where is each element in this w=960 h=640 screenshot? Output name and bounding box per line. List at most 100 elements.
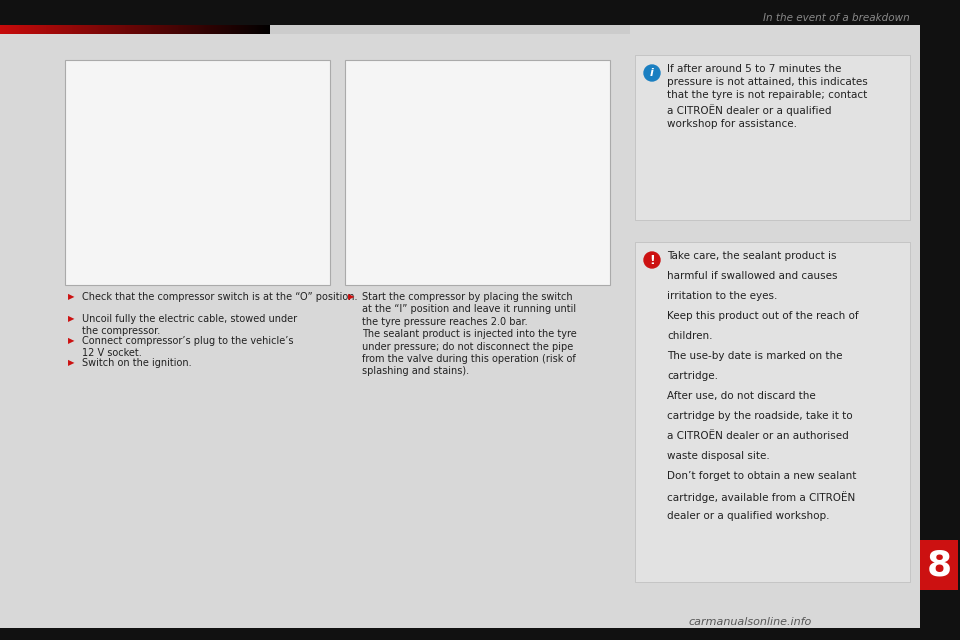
Bar xyxy=(247,25,248,34)
Bar xyxy=(29,25,30,34)
Bar xyxy=(90,25,91,34)
Circle shape xyxy=(644,252,660,268)
Bar xyxy=(261,25,262,34)
Bar xyxy=(33,25,34,34)
Bar xyxy=(51,25,52,34)
Bar xyxy=(96,25,97,34)
Bar xyxy=(136,25,137,34)
Bar xyxy=(46,25,47,34)
Bar xyxy=(154,25,155,34)
Text: cartridge, available from a CITROËN: cartridge, available from a CITROËN xyxy=(667,491,855,503)
Text: The use-by date is marked on the: The use-by date is marked on the xyxy=(667,351,843,361)
Bar xyxy=(252,25,253,34)
Bar xyxy=(207,25,208,34)
Bar xyxy=(151,25,152,34)
Bar xyxy=(111,25,112,34)
Text: ▶: ▶ xyxy=(68,314,75,323)
Bar xyxy=(210,25,211,34)
Bar xyxy=(100,25,101,34)
Bar xyxy=(198,25,199,34)
Bar xyxy=(112,25,113,34)
Bar xyxy=(6,25,7,34)
Bar xyxy=(153,25,154,34)
Bar xyxy=(44,25,45,34)
Bar xyxy=(214,25,215,34)
Bar xyxy=(55,25,56,34)
Bar xyxy=(15,25,16,34)
Bar xyxy=(75,25,76,34)
Bar xyxy=(211,25,212,34)
Bar xyxy=(265,25,266,34)
Bar xyxy=(206,25,207,34)
Bar xyxy=(235,25,236,34)
Bar xyxy=(69,25,70,34)
Bar xyxy=(73,25,74,34)
Bar xyxy=(245,25,246,34)
Text: carmanualsonline.info: carmanualsonline.info xyxy=(688,617,811,627)
Bar xyxy=(167,25,168,34)
Bar xyxy=(241,25,242,34)
Text: i: i xyxy=(650,68,654,78)
Bar xyxy=(155,25,156,34)
Bar xyxy=(42,25,43,34)
Bar xyxy=(267,25,268,34)
Bar xyxy=(49,25,50,34)
Bar xyxy=(11,25,12,34)
Bar xyxy=(38,25,39,34)
Bar xyxy=(229,25,230,34)
Bar xyxy=(91,25,92,34)
Bar xyxy=(48,25,49,34)
Bar xyxy=(83,25,84,34)
Bar xyxy=(176,25,177,34)
Bar xyxy=(137,25,138,34)
Bar xyxy=(37,25,38,34)
Bar xyxy=(250,25,251,34)
Bar xyxy=(159,25,160,34)
Bar xyxy=(219,25,220,34)
Bar xyxy=(20,25,21,34)
Text: Take care, the sealant product is: Take care, the sealant product is xyxy=(667,251,836,261)
Bar xyxy=(181,25,182,34)
Bar xyxy=(256,25,257,34)
Bar xyxy=(197,25,198,34)
Bar xyxy=(191,25,192,34)
Bar xyxy=(194,25,195,34)
Bar xyxy=(47,25,48,34)
Bar xyxy=(253,25,254,34)
Bar xyxy=(95,25,96,34)
Bar xyxy=(175,25,176,34)
Bar xyxy=(77,25,78,34)
Bar xyxy=(182,25,183,34)
Bar xyxy=(104,25,105,34)
Bar xyxy=(25,25,26,34)
Bar xyxy=(187,25,188,34)
Bar xyxy=(221,25,222,34)
Bar xyxy=(62,25,63,34)
Bar xyxy=(36,25,37,34)
Bar xyxy=(635,242,910,582)
Bar xyxy=(30,25,31,34)
Bar xyxy=(86,25,87,34)
Bar xyxy=(74,25,75,34)
Text: After use, do not discard the: After use, do not discard the xyxy=(667,391,816,401)
Bar xyxy=(92,25,93,34)
Bar xyxy=(225,25,226,34)
Bar xyxy=(208,25,209,34)
Text: ▶: ▶ xyxy=(68,292,75,301)
Bar xyxy=(251,25,252,34)
Bar xyxy=(23,25,24,34)
Bar xyxy=(98,25,99,34)
Bar xyxy=(61,25,62,34)
Bar xyxy=(128,25,129,34)
Bar xyxy=(27,25,28,34)
Bar xyxy=(173,25,174,34)
Bar xyxy=(82,25,83,34)
Bar xyxy=(141,25,142,34)
Bar xyxy=(259,25,260,34)
Bar xyxy=(195,25,196,34)
Bar xyxy=(144,25,145,34)
Bar xyxy=(270,25,630,34)
Bar xyxy=(18,25,19,34)
Text: ▶: ▶ xyxy=(68,336,75,345)
Bar xyxy=(127,25,128,34)
